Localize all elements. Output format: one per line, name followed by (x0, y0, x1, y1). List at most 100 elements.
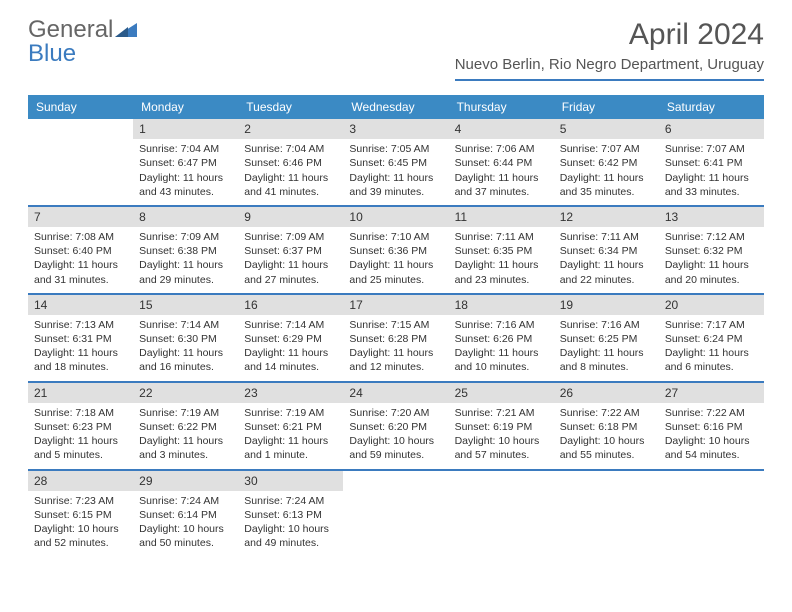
daylight-text: Daylight: 11 hours and 12 minutes. (349, 346, 442, 374)
day-headers-row: SundayMondayTuesdayWednesdayThursdayFrid… (28, 95, 764, 119)
day-cell-empty (343, 471, 448, 557)
day-number: 22 (133, 383, 238, 403)
day-number: 26 (554, 383, 659, 403)
sunset-text: Sunset: 6:18 PM (560, 420, 653, 434)
day-number: 29 (133, 471, 238, 491)
day-number: 7 (28, 207, 133, 227)
sunset-text: Sunset: 6:34 PM (560, 244, 653, 258)
sunrise-text: Sunrise: 7:19 AM (244, 406, 337, 420)
sunset-text: Sunset: 6:36 PM (349, 244, 442, 258)
day-cell: 15Sunrise: 7:14 AMSunset: 6:30 PMDayligh… (133, 295, 238, 381)
day-cell: 24Sunrise: 7:20 AMSunset: 6:20 PMDayligh… (343, 383, 448, 469)
location-text: Nuevo Berlin, Rio Negro Department, Urug… (455, 56, 764, 81)
day-number: 20 (659, 295, 764, 315)
day-number-empty (343, 471, 448, 491)
sunset-text: Sunset: 6:45 PM (349, 156, 442, 170)
daylight-text: Daylight: 11 hours and 3 minutes. (139, 434, 232, 462)
day-number: 18 (449, 295, 554, 315)
day-number: 28 (28, 471, 133, 491)
sunrise-text: Sunrise: 7:07 AM (665, 142, 758, 156)
day-number: 4 (449, 119, 554, 139)
day-number: 23 (238, 383, 343, 403)
daylight-text: Daylight: 10 hours and 55 minutes. (560, 434, 653, 462)
week-row: 1Sunrise: 7:04 AMSunset: 6:47 PMDaylight… (28, 119, 764, 207)
sunset-text: Sunset: 6:13 PM (244, 508, 337, 522)
daylight-text: Daylight: 11 hours and 10 minutes. (455, 346, 548, 374)
sunrise-text: Sunrise: 7:14 AM (244, 318, 337, 332)
daylight-text: Daylight: 10 hours and 54 minutes. (665, 434, 758, 462)
day-cell: 21Sunrise: 7:18 AMSunset: 6:23 PMDayligh… (28, 383, 133, 469)
sunset-text: Sunset: 6:47 PM (139, 156, 232, 170)
sunrise-text: Sunrise: 7:16 AM (560, 318, 653, 332)
sunrise-text: Sunrise: 7:23 AM (34, 494, 127, 508)
day-number: 25 (449, 383, 554, 403)
day-cell: 2Sunrise: 7:04 AMSunset: 6:46 PMDaylight… (238, 119, 343, 205)
sunrise-text: Sunrise: 7:16 AM (455, 318, 548, 332)
day-cell: 4Sunrise: 7:06 AMSunset: 6:44 PMDaylight… (449, 119, 554, 205)
week-row: 21Sunrise: 7:18 AMSunset: 6:23 PMDayligh… (28, 383, 764, 471)
daylight-text: Daylight: 11 hours and 35 minutes. (560, 171, 653, 199)
day-number: 19 (554, 295, 659, 315)
day-cell: 1Sunrise: 7:04 AMSunset: 6:47 PMDaylight… (133, 119, 238, 205)
day-cell: 23Sunrise: 7:19 AMSunset: 6:21 PMDayligh… (238, 383, 343, 469)
month-title: April 2024 (455, 18, 764, 52)
sunset-text: Sunset: 6:21 PM (244, 420, 337, 434)
daylight-text: Daylight: 11 hours and 25 minutes. (349, 258, 442, 286)
day-cell: 10Sunrise: 7:10 AMSunset: 6:36 PMDayligh… (343, 207, 448, 293)
sunrise-text: Sunrise: 7:20 AM (349, 406, 442, 420)
logo-text-1: General (28, 16, 113, 43)
day-cell: 3Sunrise: 7:05 AMSunset: 6:45 PMDaylight… (343, 119, 448, 205)
day-cell: 6 Sunrise: 7:07 AMSunset: 6:41 PMDaylight… (659, 119, 764, 205)
day-header-wednesday: Wednesday (343, 95, 448, 119)
day-number: 5 (554, 119, 659, 139)
day-number: 21 (28, 383, 133, 403)
sunset-text: Sunset: 6:40 PM (34, 244, 127, 258)
sunset-text: Sunset: 6:42 PM (560, 156, 653, 170)
daylight-text: Daylight: 11 hours and 8 minutes. (560, 346, 653, 374)
day-cell: 22Sunrise: 7:19 AMSunset: 6:22 PMDayligh… (133, 383, 238, 469)
header: GeneralBlue April 2024 Nuevo Berlin, Rio… (0, 0, 792, 81)
sunrise-text: Sunrise: 7:07 AM (560, 142, 653, 156)
sunset-text: Sunset: 6:24 PM (665, 332, 758, 346)
sunset-text: Sunset: 6:41 PM (665, 156, 758, 170)
day-number: 17 (343, 295, 448, 315)
sunrise-text: Sunrise: 7:18 AM (34, 406, 127, 420)
logo-text-2: Blue (28, 40, 76, 67)
daylight-text: Daylight: 11 hours and 33 minutes. (665, 171, 758, 199)
sunset-text: Sunset: 6:14 PM (139, 508, 232, 522)
day-header-friday: Friday (554, 95, 659, 119)
day-cell: 29Sunrise: 7:24 AMSunset: 6:14 PMDayligh… (133, 471, 238, 557)
sunrise-text: Sunrise: 7:19 AM (139, 406, 232, 420)
sunset-text: Sunset: 6:19 PM (455, 420, 548, 434)
day-cell: 14Sunrise: 7:13 AMSunset: 6:31 PMDayligh… (28, 295, 133, 381)
daylight-text: Daylight: 11 hours and 31 minutes. (34, 258, 127, 286)
day-header-tuesday: Tuesday (238, 95, 343, 119)
sunrise-text: Sunrise: 7:12 AM (665, 230, 758, 244)
daylight-text: Daylight: 10 hours and 57 minutes. (455, 434, 548, 462)
sunrise-text: Sunrise: 7:15 AM (349, 318, 442, 332)
title-block: April 2024 Nuevo Berlin, Rio Negro Depar… (455, 18, 764, 81)
day-cell-empty (659, 471, 764, 557)
sunrise-text: Sunrise: 7:11 AM (560, 230, 653, 244)
day-number: 6 (659, 119, 764, 139)
daylight-text: Daylight: 11 hours and 43 minutes. (139, 171, 232, 199)
calendar: SundayMondayTuesdayWednesdayThursdayFrid… (28, 95, 764, 556)
day-cell: 8Sunrise: 7:09 AMSunset: 6:38 PMDaylight… (133, 207, 238, 293)
day-cell-empty (554, 471, 659, 557)
day-number-empty (28, 119, 133, 139)
sunset-text: Sunset: 6:35 PM (455, 244, 548, 258)
week-row: 28Sunrise: 7:23 AMSunset: 6:15 PMDayligh… (28, 471, 764, 557)
day-number: 2 (238, 119, 343, 139)
sunset-text: Sunset: 6:26 PM (455, 332, 548, 346)
day-cell: 16Sunrise: 7:14 AMSunset: 6:29 PMDayligh… (238, 295, 343, 381)
sunset-text: Sunset: 6:20 PM (349, 420, 442, 434)
logo: GeneralBlue (28, 18, 137, 66)
day-cell: 17Sunrise: 7:15 AMSunset: 6:28 PMDayligh… (343, 295, 448, 381)
sunrise-text: Sunrise: 7:05 AM (349, 142, 442, 156)
sunrise-text: Sunrise: 7:24 AM (139, 494, 232, 508)
sunset-text: Sunset: 6:30 PM (139, 332, 232, 346)
sunset-text: Sunset: 6:32 PM (665, 244, 758, 258)
sunrise-text: Sunrise: 7:09 AM (139, 230, 232, 244)
day-cell-empty (28, 119, 133, 205)
day-cell: 12Sunrise: 7:11 AMSunset: 6:34 PMDayligh… (554, 207, 659, 293)
